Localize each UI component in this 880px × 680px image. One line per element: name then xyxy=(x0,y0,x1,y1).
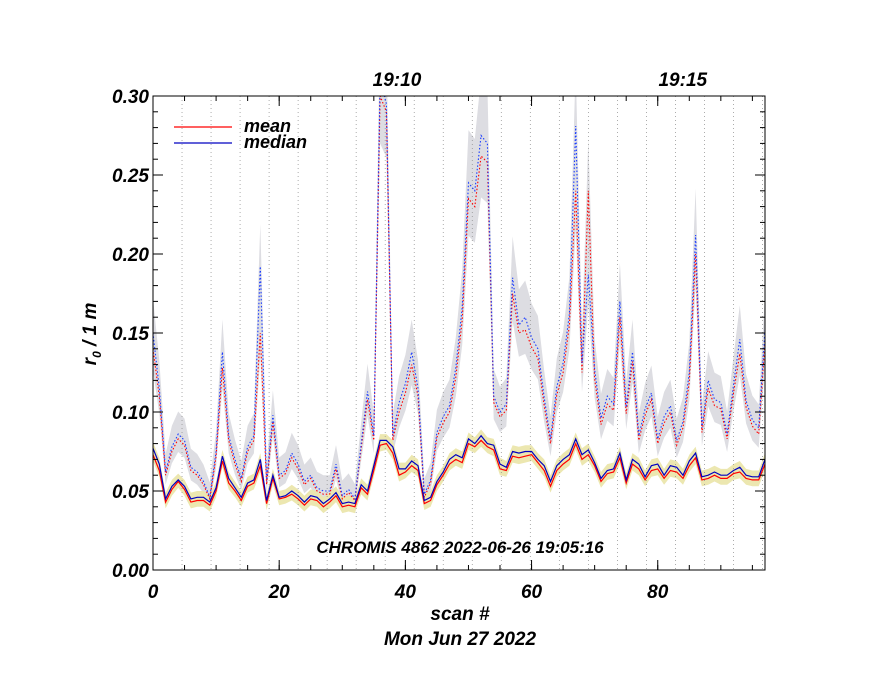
time-tick-label: 19:15 xyxy=(658,70,707,91)
axes: 0.00 0.05 0.10 0.15 0.20 0.25 0.30 0 20 40 60 80 19:… xyxy=(112,70,765,603)
chart-title: CHROMIS 4862 2022-06-26 19:05:16 xyxy=(316,538,604,557)
x-tick-label: 40 xyxy=(394,582,417,603)
x-tick-label: 0 xyxy=(148,582,159,603)
y-tick-label: 0.15 xyxy=(112,324,149,345)
y-tick-label: 0.10 xyxy=(112,403,149,424)
time-tick-label: 19:10 xyxy=(373,70,422,91)
y-tick-label: 0.30 xyxy=(112,87,149,108)
median-dotted-line xyxy=(153,96,765,501)
y-tick-label: 0.05 xyxy=(112,482,149,503)
y-tick-label: 0.20 xyxy=(112,245,149,266)
legend-label-mean: mean xyxy=(244,116,291,136)
mean-dotted-line xyxy=(153,96,765,502)
y-tick-label: 0.00 xyxy=(112,561,149,582)
median-solid-line xyxy=(153,434,765,505)
x-axis-label: scan # xyxy=(430,604,490,625)
x-tick-label: 80 xyxy=(647,582,669,603)
x-axis-date-label: Mon Jun 27 2022 xyxy=(384,629,536,650)
y-axis-label: r0 / 1 m xyxy=(80,303,104,366)
upper-spread-band xyxy=(153,96,765,508)
x-tick-label: 20 xyxy=(268,582,291,603)
x-tick-label: 60 xyxy=(521,582,543,603)
data-lines xyxy=(153,96,765,508)
minute-gridlines xyxy=(181,96,763,570)
mean-solid-line xyxy=(153,439,765,508)
legend-label-median: median xyxy=(244,132,307,152)
y-tick-label: 0.25 xyxy=(112,166,149,187)
